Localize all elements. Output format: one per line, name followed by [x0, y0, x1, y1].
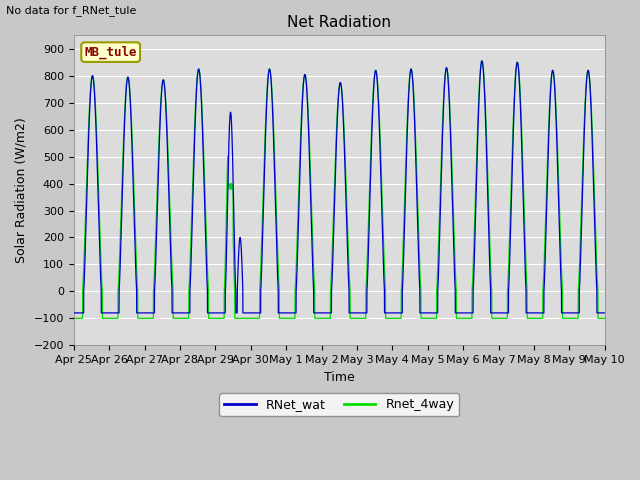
Y-axis label: Solar Radiation (W/m2): Solar Radiation (W/m2) [15, 118, 28, 263]
Text: MB_tule: MB_tule [84, 46, 137, 59]
Legend: RNet_wat, Rnet_4way: RNet_wat, Rnet_4way [220, 394, 459, 417]
X-axis label: Time: Time [324, 371, 355, 384]
Text: No data for f_RNet_tule: No data for f_RNet_tule [6, 5, 137, 16]
Title: Net Radiation: Net Radiation [287, 15, 391, 30]
